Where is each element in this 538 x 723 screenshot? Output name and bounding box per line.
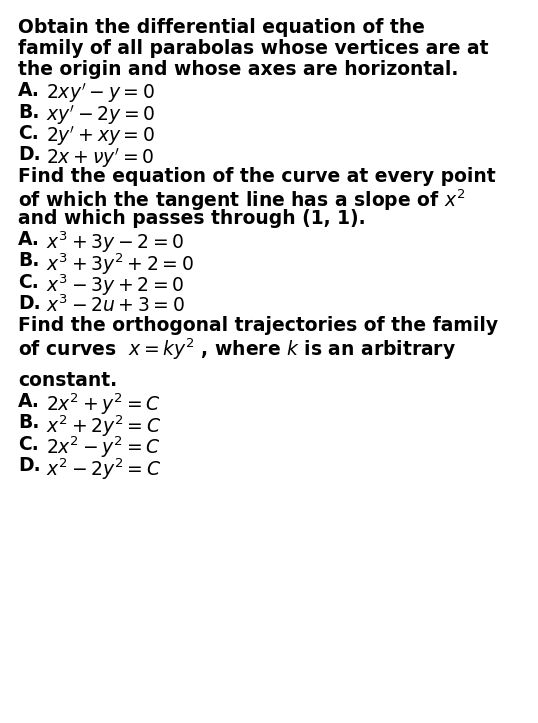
- Text: constant.: constant.: [18, 371, 117, 390]
- Text: $x^2 - 2y^2 = C$: $x^2 - 2y^2 = C$: [46, 456, 161, 482]
- Text: of which the tangent line has a slope of $x^2$: of which the tangent line has a slope of…: [18, 188, 465, 213]
- Text: D.: D.: [18, 294, 41, 314]
- Text: $2y'+xy=0$: $2y'+xy=0$: [46, 124, 155, 148]
- Text: family of all parabolas whose vertices are at: family of all parabolas whose vertices a…: [18, 39, 489, 58]
- Text: of curves  $x=ky^2$ , where $k$ is an arbitrary: of curves $x=ky^2$ , where $k$ is an arb…: [18, 337, 456, 362]
- Text: Obtain the differential equation of the: Obtain the differential equation of the: [18, 18, 425, 37]
- Text: D.: D.: [18, 145, 41, 165]
- Text: $x^3 - 2u + 3 = 0$: $x^3 - 2u + 3 = 0$: [46, 294, 185, 316]
- Text: $2xy'-y=0$: $2xy'-y=0$: [46, 81, 155, 105]
- Text: and which passes through (1, 1).: and which passes through (1, 1).: [18, 209, 366, 228]
- Text: B.: B.: [18, 103, 39, 121]
- Text: C.: C.: [18, 124, 39, 143]
- Text: $2x^2 - y^2 = C$: $2x^2 - y^2 = C$: [46, 435, 161, 460]
- Text: $x^3 + 3y^2 + 2 = 0$: $x^3 + 3y^2 + 2 = 0$: [46, 252, 194, 277]
- Text: D.: D.: [18, 456, 41, 475]
- Text: $xy'-2y=0$: $xy'-2y=0$: [46, 103, 155, 127]
- Text: $2x+\nu y'=0$: $2x+\nu y'=0$: [46, 145, 154, 169]
- Text: $2x^2 + y^2 = C$: $2x^2 + y^2 = C$: [46, 392, 161, 417]
- Text: A.: A.: [18, 392, 40, 411]
- Text: A.: A.: [18, 230, 40, 249]
- Text: Find the equation of the curve at every point: Find the equation of the curve at every …: [18, 167, 495, 186]
- Text: the origin and whose axes are horizontal.: the origin and whose axes are horizontal…: [18, 60, 458, 79]
- Text: C.: C.: [18, 435, 39, 453]
- Text: A.: A.: [18, 81, 40, 100]
- Text: Find the orthogonal trajectories of the family: Find the orthogonal trajectories of the …: [18, 316, 498, 335]
- Text: $x^3 - 3y + 2 = 0$: $x^3 - 3y + 2 = 0$: [46, 273, 184, 299]
- Text: C.: C.: [18, 273, 39, 292]
- Text: B.: B.: [18, 252, 39, 270]
- Text: $x^3 + 3y - 2 = 0$: $x^3 + 3y - 2 = 0$: [46, 230, 184, 255]
- Text: B.: B.: [18, 413, 39, 432]
- Text: $x^2 + 2y^2 = C$: $x^2 + 2y^2 = C$: [46, 413, 161, 439]
